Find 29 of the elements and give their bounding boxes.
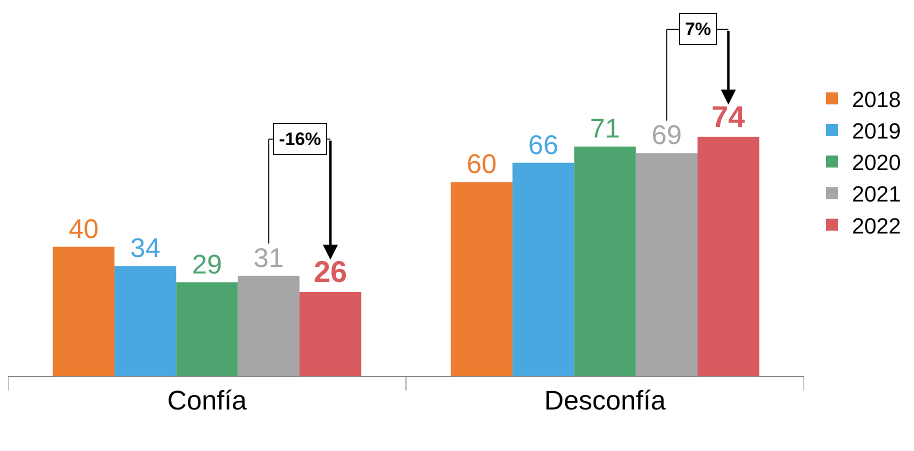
bar bbox=[698, 136, 760, 376]
data-label: 26 bbox=[314, 256, 348, 289]
data-label: 60 bbox=[466, 149, 497, 180]
bar bbox=[512, 162, 574, 376]
bar bbox=[176, 282, 238, 376]
data-label: 66 bbox=[528, 130, 558, 160]
data-label: 69 bbox=[652, 120, 682, 150]
data-label: 31 bbox=[254, 242, 284, 273]
data-label: 40 bbox=[68, 214, 99, 244]
legend-label: 2021 bbox=[852, 182, 901, 207]
bar bbox=[300, 292, 362, 376]
data-label: 29 bbox=[192, 249, 222, 280]
bar bbox=[238, 276, 300, 376]
x-tick-label: Confía bbox=[167, 385, 248, 416]
data-label: 71 bbox=[590, 114, 620, 144]
legend-label: 2022 bbox=[852, 213, 901, 238]
legend-label: 2018 bbox=[852, 86, 901, 112]
legend-label: 2020 bbox=[852, 150, 901, 176]
data-label: 74 bbox=[712, 100, 746, 134]
bar bbox=[574, 146, 636, 376]
legend-label: 2019 bbox=[852, 118, 901, 144]
bar bbox=[114, 266, 176, 376]
data-label: 34 bbox=[130, 233, 160, 264]
x-tick-label: Desconfía bbox=[544, 385, 667, 416]
bar bbox=[52, 246, 114, 376]
bar bbox=[450, 182, 512, 376]
text: 7% bbox=[685, 19, 712, 39]
bar bbox=[636, 153, 698, 376]
annotation: -16% bbox=[279, 129, 322, 149]
